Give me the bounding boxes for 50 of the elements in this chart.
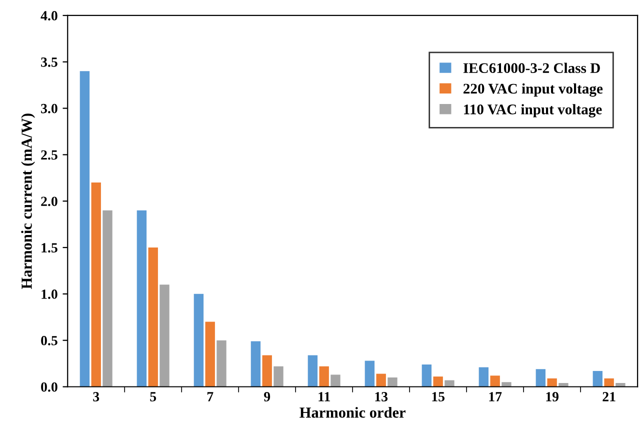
y-tick-label: 4.0 bbox=[40, 11, 58, 20]
bar bbox=[422, 364, 432, 387]
x-tick-label: 9 bbox=[264, 392, 270, 402]
bar bbox=[319, 366, 329, 387]
bar bbox=[330, 374, 340, 387]
bar bbox=[388, 377, 398, 387]
x-tick-label: 11 bbox=[318, 392, 330, 402]
y-tick-label: 0.0 bbox=[41, 382, 58, 392]
x-axis-title: Harmonic order bbox=[300, 406, 406, 418]
x-tick-label: 7 bbox=[207, 392, 214, 402]
bar bbox=[478, 367, 489, 387]
bar bbox=[216, 340, 226, 387]
x-tick-label: 5 bbox=[150, 392, 156, 402]
bar bbox=[592, 370, 603, 387]
bar bbox=[102, 210, 112, 387]
bar bbox=[91, 182, 101, 387]
legend-label: IEC61000-3-2 Class D bbox=[463, 62, 600, 74]
legend-label: 110 VAC input voltage bbox=[464, 104, 602, 118]
bar bbox=[364, 360, 375, 387]
bar bbox=[433, 376, 443, 387]
bar bbox=[536, 369, 546, 387]
bar bbox=[376, 374, 386, 387]
bar bbox=[136, 210, 147, 387]
bar bbox=[547, 378, 557, 387]
legend-label: 220 VAC input voltage bbox=[464, 83, 603, 97]
bar bbox=[262, 355, 272, 387]
x-tick-label: 19 bbox=[546, 392, 559, 402]
bar bbox=[80, 71, 90, 387]
bar bbox=[274, 366, 284, 387]
x-tick-label: 3 bbox=[93, 392, 100, 402]
y-tick-label: 3.5 bbox=[41, 58, 58, 67]
y-tick-label: 1.5 bbox=[42, 243, 58, 253]
y-tick-label: 2.5 bbox=[41, 150, 58, 160]
x-tick-label: 17 bbox=[489, 392, 502, 402]
bar bbox=[205, 322, 215, 387]
bar bbox=[148, 248, 158, 387]
x-tick-label: 13 bbox=[375, 392, 388, 402]
bar bbox=[604, 378, 614, 387]
bar bbox=[160, 284, 170, 387]
y-axis-title: Harmonic current (mA/W) bbox=[21, 114, 35, 289]
y-tick-label: 1.0 bbox=[42, 290, 58, 299]
y-tick-label: 2.0 bbox=[41, 196, 58, 206]
bar bbox=[250, 341, 261, 387]
y-tick-label: 3.0 bbox=[41, 104, 58, 114]
bar bbox=[194, 294, 204, 387]
bar bbox=[490, 376, 500, 387]
x-tick-label: 21 bbox=[602, 392, 616, 402]
bar bbox=[308, 355, 318, 387]
x-tick-label: 15 bbox=[432, 392, 445, 402]
y-tick-label: 0.5 bbox=[41, 336, 58, 346]
